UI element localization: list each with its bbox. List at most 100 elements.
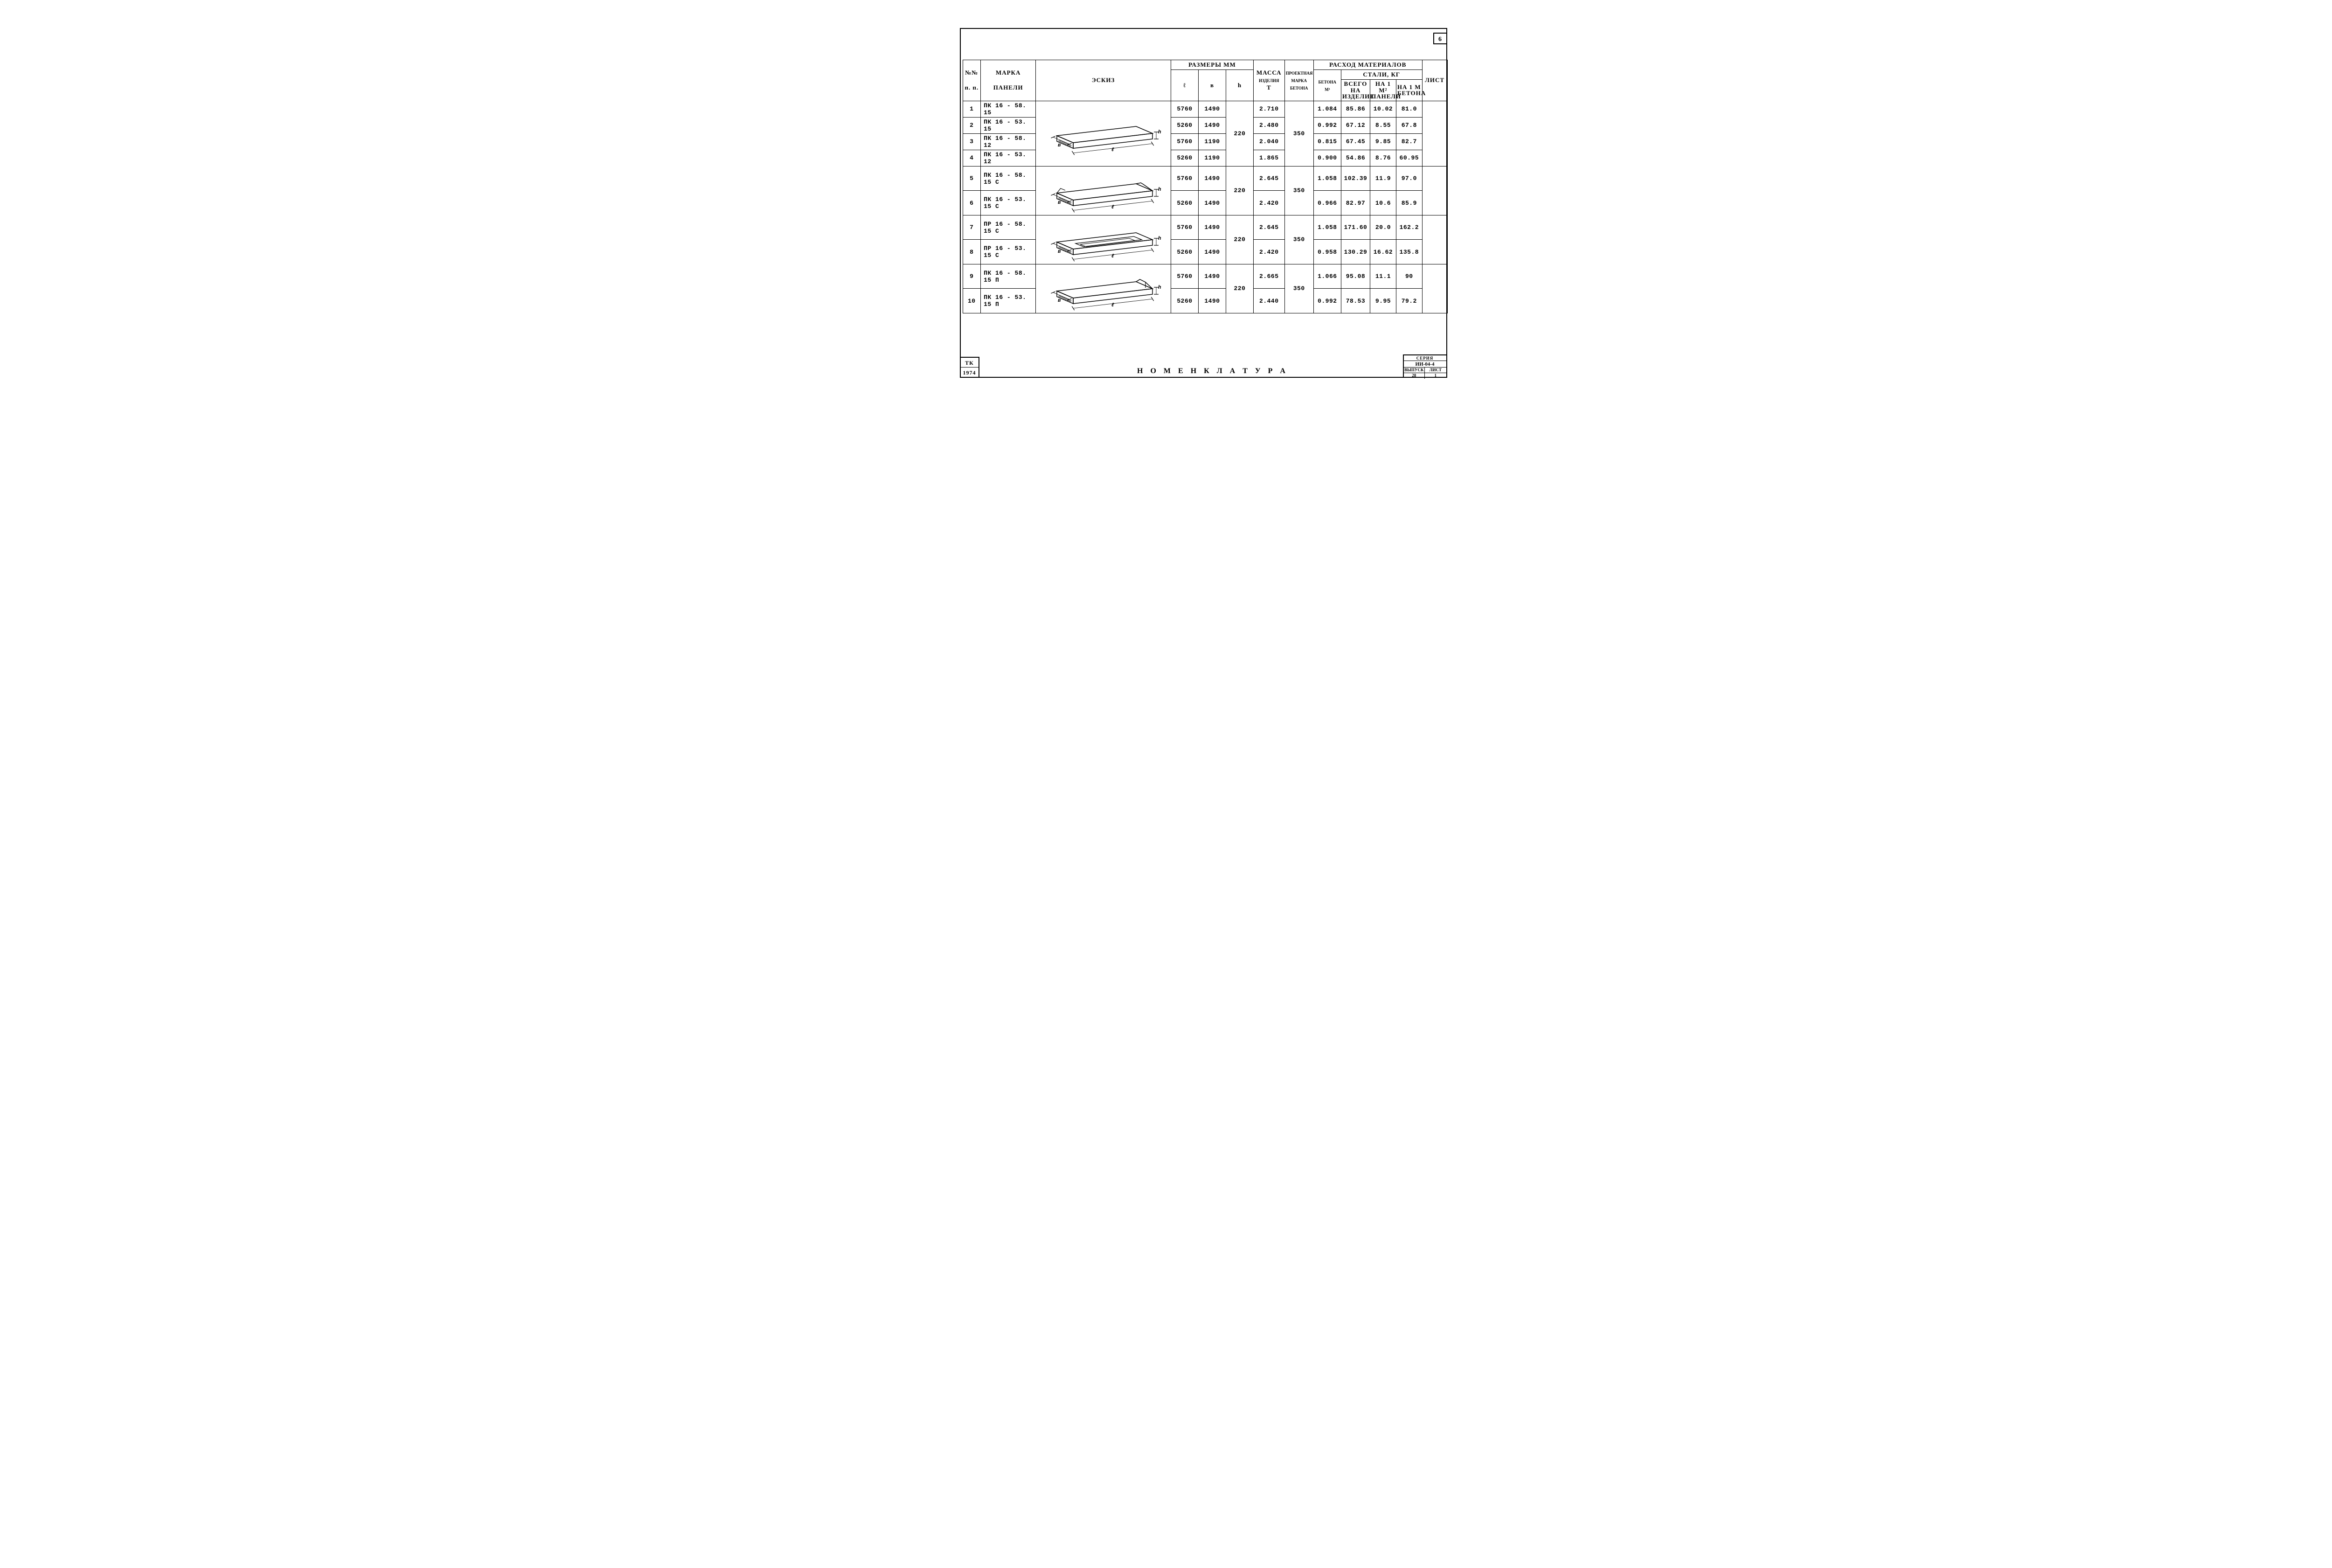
svg-text:h: h (1158, 187, 1161, 193)
cell-s2: 9.95 (1370, 289, 1396, 313)
cell-h: 220 (1226, 215, 1253, 264)
cell-l: 5760 (1171, 215, 1198, 240)
page-number: 6 (1438, 36, 1442, 43)
hdr-stal-label: СТАЛИ, КГ (1363, 71, 1400, 78)
table-body: 1ПК 16 - 58. 15ℓвh576014902202.7103501.0… (963, 101, 1447, 313)
cell-mass: 2.440 (1254, 289, 1285, 313)
table-row: 8ПР 16 - 53. 15 С526014902.4200.958130.2… (963, 240, 1447, 264)
cell-b: 1490 (1198, 191, 1226, 215)
svg-text:ℓ: ℓ (1111, 205, 1114, 210)
cell-l: 5760 (1171, 101, 1198, 117)
cell-mark: ПК 16 - 58. 15 (981, 101, 1036, 117)
cell-s2: 11.9 (1370, 166, 1396, 191)
hdr-list-label: ЛИСТ (1425, 76, 1444, 83)
cell-nn: 6 (963, 191, 981, 215)
table-row: 6ПК 16 - 53. 15 С526014902.4200.96682.97… (963, 191, 1447, 215)
cell-nn: 10 (963, 289, 981, 313)
spec-table: №№ п. п. МАРКА ПАНЕЛИ ЭСКИЗ РАЗМЕРЫ ММ М… (963, 60, 1448, 313)
table-row: 7ПР 16 - 58. 15 С ℓвh576014902202.645350… (963, 215, 1447, 240)
table-row: 10ПК 16 - 53. 15 П526014902.4400.99278.5… (963, 289, 1447, 313)
cell-eskiz: ℓвh (1036, 101, 1171, 166)
cell-mass: 2.710 (1254, 101, 1285, 117)
cell-h: 220 (1226, 101, 1253, 166)
cell-beton: 0.992 (1313, 289, 1341, 313)
hdr-eskiz-label: ЭСКИЗ (1092, 76, 1115, 83)
hdr-marka: МАРКА ПАНЕЛИ (981, 60, 1036, 101)
cell-s1: 85.86 (1341, 101, 1370, 117)
cell-s1: 82.97 (1341, 191, 1370, 215)
series-code: ИИ-04-4 (1404, 361, 1446, 368)
svg-text:в: в (1058, 249, 1061, 255)
cell-l: 5260 (1171, 150, 1198, 166)
cell-mark: ПК 16 - 58. 15 С (981, 166, 1036, 191)
hdr-stal3-bot: БЕТОНА (1397, 90, 1426, 97)
cell-mark: ПК 16 - 53. 15 П (981, 289, 1036, 313)
cell-b: 1490 (1198, 240, 1226, 264)
tk-box: ТК 1974 (960, 357, 979, 378)
cell-s2: 20.0 (1370, 215, 1396, 240)
hdr-beton-bot: М³ (1325, 87, 1330, 92)
svg-text:h: h (1158, 285, 1161, 291)
cell-mark: ПК 16 - 53. 12 (981, 150, 1036, 166)
cell-l: 5260 (1171, 240, 1198, 264)
table-row: 5ПК 16 - 58. 15 С ℓвh576014902202.645350… (963, 166, 1447, 191)
table-row: 4ПК 16 - 53. 12526011901.8650.90054.868.… (963, 150, 1447, 166)
cell-s1: 102.39 (1341, 166, 1370, 191)
cell-beton: 0.958 (1313, 240, 1341, 264)
cell-proekt: 350 (1284, 264, 1313, 313)
vypusk-label: ВЫПУСК (1404, 368, 1425, 373)
svg-text:ℓ: ℓ (1111, 147, 1114, 153)
cell-mark: ПК 16 - 58. 15 П (981, 264, 1036, 289)
hdr-marka-bot: ПАНЕЛИ (993, 84, 1023, 91)
svg-text:ℓ: ℓ (1111, 303, 1114, 308)
cell-s3: 79.2 (1396, 289, 1422, 313)
footer-title: Н О М Е Н К Л А Т У Р А (1053, 367, 1373, 375)
cell-list (1422, 101, 1447, 166)
cell-mass: 2.480 (1254, 117, 1285, 133)
cell-mark: ПК 16 - 53. 15 С (981, 191, 1036, 215)
cell-s2: 8.55 (1370, 117, 1396, 133)
cell-s1: 67.12 (1341, 117, 1370, 133)
cell-mark: ПК 16 - 53. 15 (981, 117, 1036, 133)
hdr-razmery: РАЗМЕРЫ ММ (1171, 60, 1253, 70)
hdr-beton: БЕТОНА М³ (1313, 70, 1341, 101)
cell-l: 5260 (1171, 191, 1198, 215)
cell-b: 1190 (1198, 150, 1226, 166)
cell-mass: 2.420 (1254, 240, 1285, 264)
cell-b: 1490 (1198, 215, 1226, 240)
cell-s1: 95.08 (1341, 264, 1370, 289)
hdr-proekt: ПРОЕКТНАЯ МАРКА БЕТОНА (1284, 60, 1313, 101)
cell-s1: 78.53 (1341, 289, 1370, 313)
hdr-stal: СТАЛИ, КГ (1341, 70, 1422, 80)
tk-label: ТК (961, 358, 979, 368)
cell-l: 5260 (1171, 117, 1198, 133)
list-label: ЛИСТ (1425, 368, 1446, 373)
cell-nn: 4 (963, 150, 981, 166)
cell-b: 1490 (1198, 264, 1226, 289)
tk-year: 1974 (961, 368, 979, 377)
hdr-h-label: h (1238, 82, 1242, 89)
cell-mark: ПР 16 - 58. 15 С (981, 215, 1036, 240)
hdr-marka-top: МАРКА (996, 69, 1020, 76)
series-label: СЕРИЯ (1404, 355, 1446, 361)
cell-s1: 171.60 (1341, 215, 1370, 240)
cell-s3: 90 (1396, 264, 1422, 289)
cell-b: 1490 (1198, 289, 1226, 313)
cell-eskiz: ℓвh (1036, 166, 1171, 215)
cell-eskiz: ℓвh (1036, 215, 1171, 264)
cell-nn: 5 (963, 166, 981, 191)
hdr-l-label: ℓ (1183, 82, 1186, 89)
drawing-sheet: 6 №№ п. п. МАРКА ПАНЕЛИ ЭСКИЗ (867, 0, 1466, 392)
cell-s3: 85.9 (1396, 191, 1422, 215)
hdr-massa-bot: Т (1267, 84, 1271, 91)
cell-l: 5760 (1171, 166, 1198, 191)
cell-l: 5760 (1171, 133, 1198, 150)
hdr-eskiz: ЭСКИЗ (1036, 60, 1171, 101)
cell-nn: 7 (963, 215, 981, 240)
cell-beton: 1.058 (1313, 166, 1341, 191)
cell-list (1422, 264, 1447, 313)
cell-h: 220 (1226, 166, 1253, 215)
cell-nn: 9 (963, 264, 981, 289)
cell-beton: 0.966 (1313, 191, 1341, 215)
cell-s1: 54.86 (1341, 150, 1370, 166)
